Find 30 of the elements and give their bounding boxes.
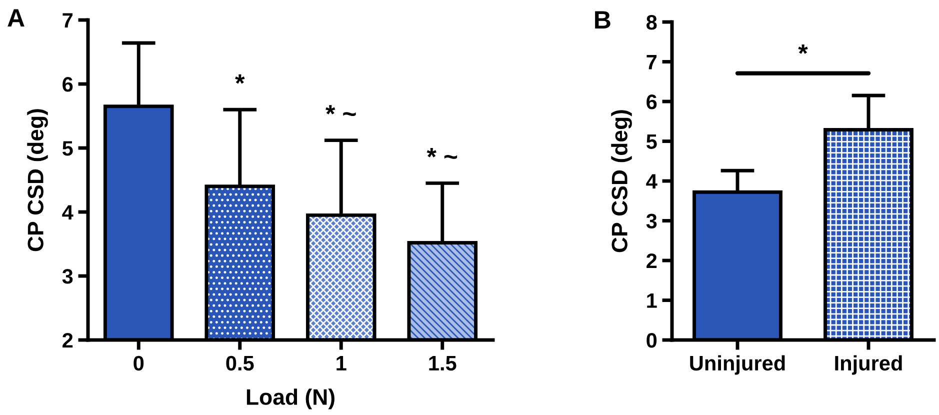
y-tick-label: 4 <box>646 174 658 189</box>
x-axis-title: Load (N) <box>246 388 334 410</box>
y-tick-label: 0 <box>646 333 657 348</box>
x-tick-label: 0.5 <box>226 356 254 371</box>
y-tick-label: 8 <box>646 15 657 30</box>
y-tick-label: 6 <box>646 94 657 110</box>
x-tick-label: 0 <box>134 356 144 371</box>
y-tick-label: 2 <box>62 333 73 348</box>
annotation: * ~ <box>426 148 458 159</box>
annotation: * <box>235 74 245 84</box>
y-axis-title: CP CSD (deg) <box>611 110 632 252</box>
y-tick-label: 3 <box>646 214 657 229</box>
annotation: * <box>798 44 808 54</box>
y-tick-label: 2 <box>646 254 657 268</box>
y-tick-label: 4 <box>62 205 74 220</box>
y-axis-title: CP CSD (deg) <box>27 109 48 252</box>
x-tick-label: Uninjured <box>690 355 785 375</box>
y-tick-label: 5 <box>62 141 73 156</box>
x-tick-label: 1.5 <box>429 356 456 371</box>
x-tick-label: 1 <box>336 356 346 370</box>
x-tick-label: Injured <box>835 355 902 375</box>
y-tick-label: 1 <box>647 293 657 308</box>
chart-title: A <box>8 9 24 26</box>
y-tick-label: 7 <box>646 54 656 70</box>
y-tick-label: 7 <box>62 13 72 28</box>
y-tick-label: 3 <box>62 269 73 284</box>
annotation: * ~ <box>326 105 356 116</box>
y-tick-label: 5 <box>646 134 657 150</box>
chart-title: B <box>595 11 610 28</box>
y-tick-label: 6 <box>62 77 73 92</box>
